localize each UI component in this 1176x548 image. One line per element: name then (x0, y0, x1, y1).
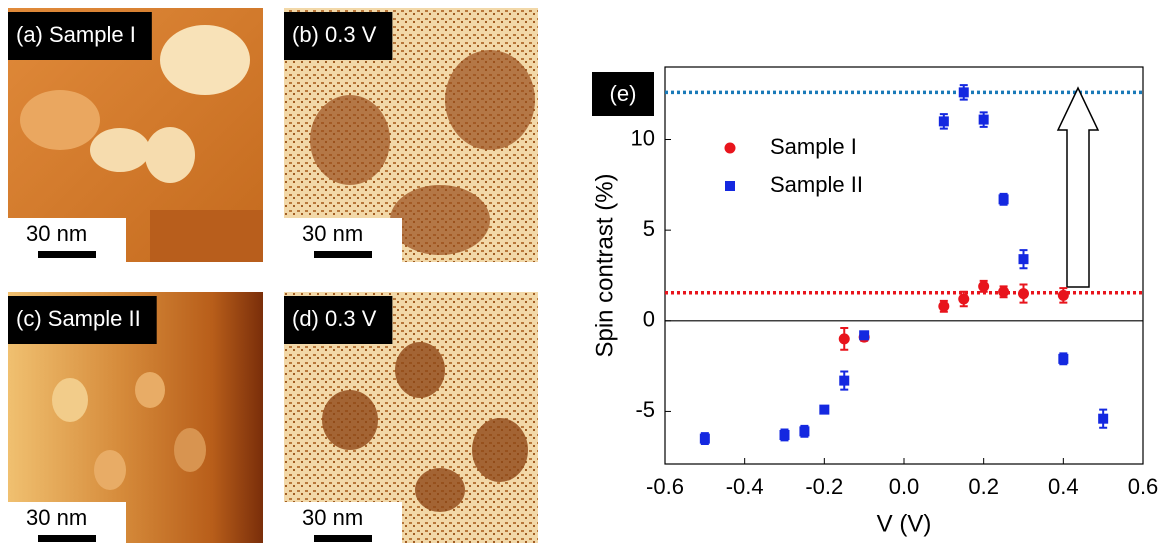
y-axis-label: Spin contrast (%) (591, 173, 618, 357)
point (839, 375, 850, 386)
scale-bar (314, 251, 372, 258)
point (699, 433, 710, 444)
legend-marker (725, 181, 735, 191)
point (978, 280, 990, 292)
panel-label: (e) (610, 81, 637, 106)
legend-label: Sample I (770, 134, 857, 159)
scale-bar (314, 535, 372, 542)
x-tick-label: -0.4 (726, 474, 764, 499)
scale-label: 30 nm (26, 221, 87, 246)
scale-bar (38, 535, 96, 542)
point (998, 286, 1010, 298)
point (779, 429, 790, 440)
panel-label: (b) 0.3 V (292, 22, 377, 47)
point (838, 333, 850, 345)
point (1018, 288, 1029, 300)
panel-label: (c) Sample II (16, 306, 141, 331)
x-tick-label: -0.6 (646, 474, 684, 499)
y-tick-label: -5 (635, 397, 655, 422)
x-tick-label: 0.6 (1128, 474, 1159, 499)
arrow (1056, 86, 1100, 288)
point (1058, 353, 1069, 364)
y-tick-label: 10 (631, 125, 655, 150)
point (1018, 254, 1029, 265)
scale-label: 30 nm (302, 221, 363, 246)
scale-label: 30 nm (302, 505, 363, 530)
x-tick-label: -0.2 (805, 474, 843, 499)
y-tick-label: 5 (643, 216, 655, 241)
point (978, 114, 989, 125)
x-tick-label: 0.2 (968, 474, 999, 499)
chart: -0.6 -0.4 -0.2 0.0 0.2 0.4 0.6 -5 0 5 10 V (V) Spin … (591, 66, 1159, 537)
scale-bar (38, 251, 96, 258)
point (819, 404, 830, 415)
x-tick-label: 0.4 (1048, 474, 1079, 499)
point (859, 330, 870, 341)
point (998, 194, 1009, 205)
panel-label-bg (8, 12, 152, 60)
panel-label-bg (284, 12, 393, 60)
y-tick-label: 0 (643, 307, 655, 332)
x-axis-label: V (V) (877, 510, 932, 537)
point (1057, 289, 1069, 301)
point (799, 426, 810, 437)
x-tick-label: 0.0 (889, 474, 920, 499)
scale-label: 30 nm (26, 505, 87, 530)
point (938, 300, 950, 312)
point (958, 87, 969, 98)
scale-bg (284, 218, 402, 268)
panel-label: (a) Sample I (16, 22, 136, 47)
point (1098, 413, 1109, 424)
legend-marker (724, 142, 736, 154)
panel-label-bg (592, 72, 654, 116)
panel-labels: (a) Sample I 30 nm (b) 0.3 V 30 nm (c) Sampl… (8, 12, 402, 548)
point (938, 116, 949, 127)
legend-label: Sample II (770, 172, 863, 197)
panel-label: (d) 0.3 V (292, 306, 377, 331)
scale-bg (8, 218, 126, 268)
panel-label-bg (284, 296, 393, 344)
panel-label-bg (8, 296, 157, 344)
point (958, 293, 970, 305)
